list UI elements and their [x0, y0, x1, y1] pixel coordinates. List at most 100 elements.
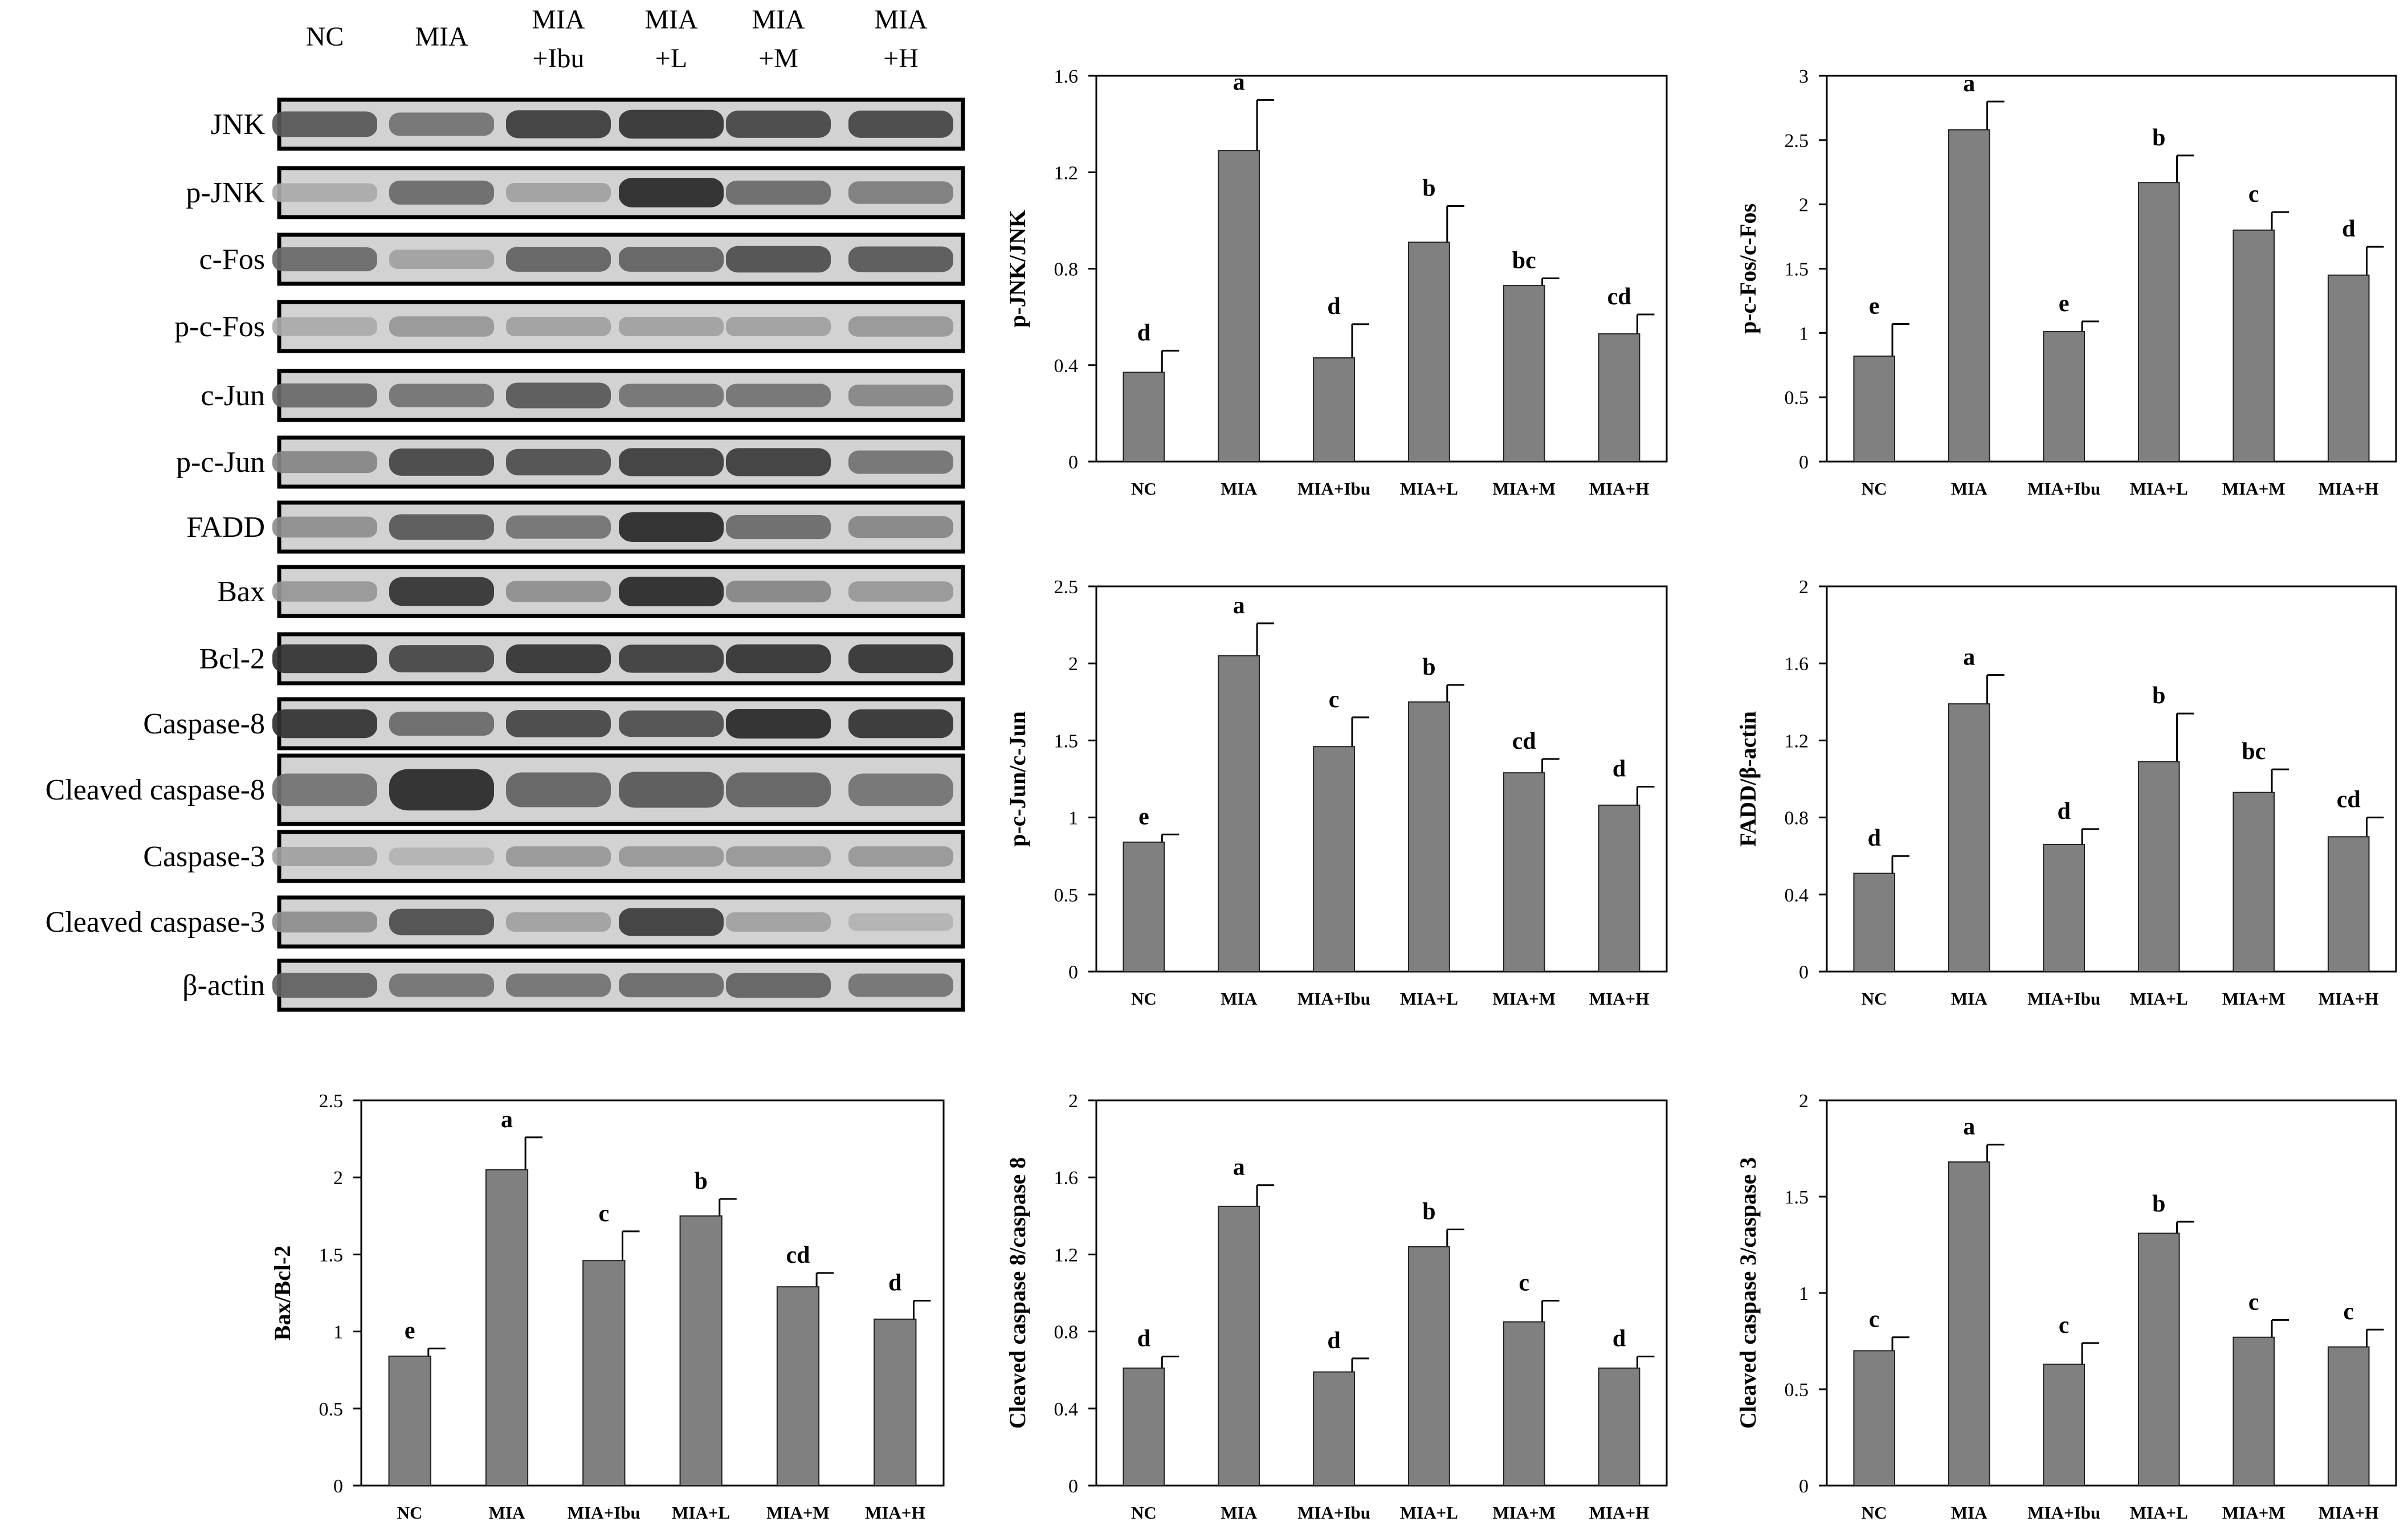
- y-tick-label: 1.6: [1054, 1168, 1079, 1189]
- y-tick-label: 0.5: [1785, 1380, 1809, 1401]
- significance-letter: cd: [2337, 787, 2361, 813]
- blot-band: [506, 382, 611, 409]
- bar: [1503, 285, 1545, 462]
- y-tick-label: 1.6: [1054, 66, 1079, 87]
- significance-letter: b: [1422, 1198, 1435, 1225]
- blot-band: [506, 247, 611, 272]
- bar: [2043, 1364, 2085, 1487]
- x-tick-label: NC: [1131, 1503, 1157, 1523]
- significance-letter: b: [2152, 683, 2165, 709]
- significance-letter: b: [694, 1168, 707, 1194]
- blot-band: [619, 316, 724, 337]
- blot-band: [726, 772, 831, 807]
- blot-band: [272, 516, 377, 538]
- y-axis-label: p-c-Fos/c-Fos: [1735, 203, 1761, 334]
- x-tick-label: MIA+M: [1492, 989, 1556, 1009]
- bar: [1313, 746, 1355, 972]
- blot-row-label: JNK: [211, 108, 266, 141]
- y-tick-label: 1.5: [319, 1245, 344, 1266]
- y-tick-label: 2: [1068, 1091, 1078, 1112]
- y-tick-label: 0: [1068, 962, 1078, 983]
- blot-band: [272, 846, 377, 867]
- blot-row-label: β-actin: [182, 969, 265, 1002]
- significance-letter: d: [1868, 825, 1881, 851]
- bar-chart-4: 0 0.4 0.8 1.2 1.6 2 FADD/β-actin d NC a MIA d MIA+Ib…: [1735, 577, 2397, 1009]
- x-tick-label: MIA+H: [2319, 989, 2379, 1009]
- significance-letter: b: [1422, 175, 1435, 201]
- bar: [1598, 804, 1640, 973]
- significance-letter: d: [1327, 293, 1340, 320]
- bar: [1408, 701, 1450, 973]
- y-tick-label: 1.2: [1054, 1245, 1079, 1266]
- blot-band: [619, 109, 724, 139]
- x-tick-label: MIA+Ibu: [2027, 989, 2100, 1009]
- bar: [1408, 1246, 1450, 1486]
- x-tick-label: MIA+L: [672, 1503, 730, 1523]
- x-tick-label: NC: [1862, 479, 1887, 499]
- bar: [1948, 703, 1990, 973]
- bar: [485, 1169, 529, 1486]
- blot-band: [506, 515, 611, 539]
- blot-band: [848, 316, 953, 337]
- bar-chart-5: 0 0.5 1 1.5 2 2.5 Bax/Bcl-2 e NC a MIA c MIA+Ibu b MIA…: [270, 1091, 945, 1523]
- y-tick-label: 1.5: [1054, 731, 1079, 752]
- blot-band: [272, 911, 377, 933]
- y-tick-label: 0: [1068, 452, 1078, 473]
- blot-band: [272, 581, 377, 602]
- bar-charts: 0 0.4 0.8 1.2 1.6 p-JNK/JNK d NC a MIA d MIA+Ibu b MI…: [270, 66, 2397, 1523]
- x-tick-label: MIA+H: [1589, 989, 1650, 1009]
- y-tick-label: 1: [1799, 323, 1809, 344]
- blot-band: [726, 180, 831, 205]
- blot-band: [726, 709, 831, 739]
- blot-band: [506, 846, 611, 867]
- bar-chart-1: 0 0.4 0.8 1.2 1.6 p-JNK/JNK d NC a MIA d MIA+Ibu b MI…: [1005, 66, 1668, 499]
- bar: [1598, 1367, 1640, 1487]
- x-tick-label: MIA+Ibu: [1297, 479, 1370, 499]
- blot-band: [389, 180, 494, 205]
- y-tick-label: 0: [1799, 1476, 1809, 1497]
- x-tick-label: MIA+M: [766, 1503, 830, 1523]
- y-tick-label: 0.4: [1785, 885, 1809, 906]
- blot-band: [726, 846, 831, 867]
- y-tick-label: 1.5: [1785, 1187, 1809, 1208]
- blot-band: [726, 515, 831, 540]
- blot-band: [726, 912, 831, 932]
- blot-band: [506, 182, 611, 203]
- blot-band: [726, 973, 831, 998]
- x-tick-label: MIA: [1221, 989, 1257, 1009]
- x-tick-label: NC: [1862, 1503, 1887, 1523]
- significance-letter: e: [1869, 293, 1880, 320]
- y-tick-label: 2: [333, 1168, 343, 1189]
- blot-band: [506, 110, 611, 138]
- significance-letter: bc: [2242, 739, 2266, 765]
- plot-frame: [1095, 75, 1668, 463]
- bar: [2232, 792, 2275, 973]
- significance-letter: d: [1137, 1326, 1150, 1352]
- blot-row-label: Bcl-2: [199, 643, 265, 675]
- y-tick-label: 1.6: [1785, 654, 1809, 675]
- y-tick-label: 0: [1068, 1476, 1078, 1497]
- bar: [1408, 241, 1450, 462]
- significance-letter: e: [1138, 803, 1149, 830]
- blot-band: [506, 772, 611, 807]
- blot-row-label: Cleaved caspase-3: [46, 906, 265, 939]
- y-tick-label: 2.5: [1054, 577, 1079, 598]
- x-tick-label: MIA+L: [1400, 989, 1458, 1009]
- blot-band: [619, 973, 724, 998]
- bar: [1503, 1321, 1545, 1486]
- blot-band: [389, 514, 494, 540]
- y-axis-label: Cleaved caspase 8/caspase 8: [1005, 1157, 1030, 1429]
- blot-band: [506, 316, 611, 337]
- blot-band: [848, 181, 953, 204]
- significance-letter: a: [501, 1107, 513, 1133]
- blot-band: [619, 577, 724, 606]
- x-tick-label: MIA+Ibu: [1297, 1503, 1370, 1523]
- bar: [2327, 836, 2370, 973]
- blot-band: [848, 246, 953, 272]
- significance-letter: cd: [1512, 728, 1536, 754]
- significance-letter: e: [2059, 291, 2070, 317]
- y-tick-label: 1.5: [1785, 259, 1809, 280]
- significance-letter: d: [2058, 798, 2071, 825]
- bar: [1218, 150, 1260, 462]
